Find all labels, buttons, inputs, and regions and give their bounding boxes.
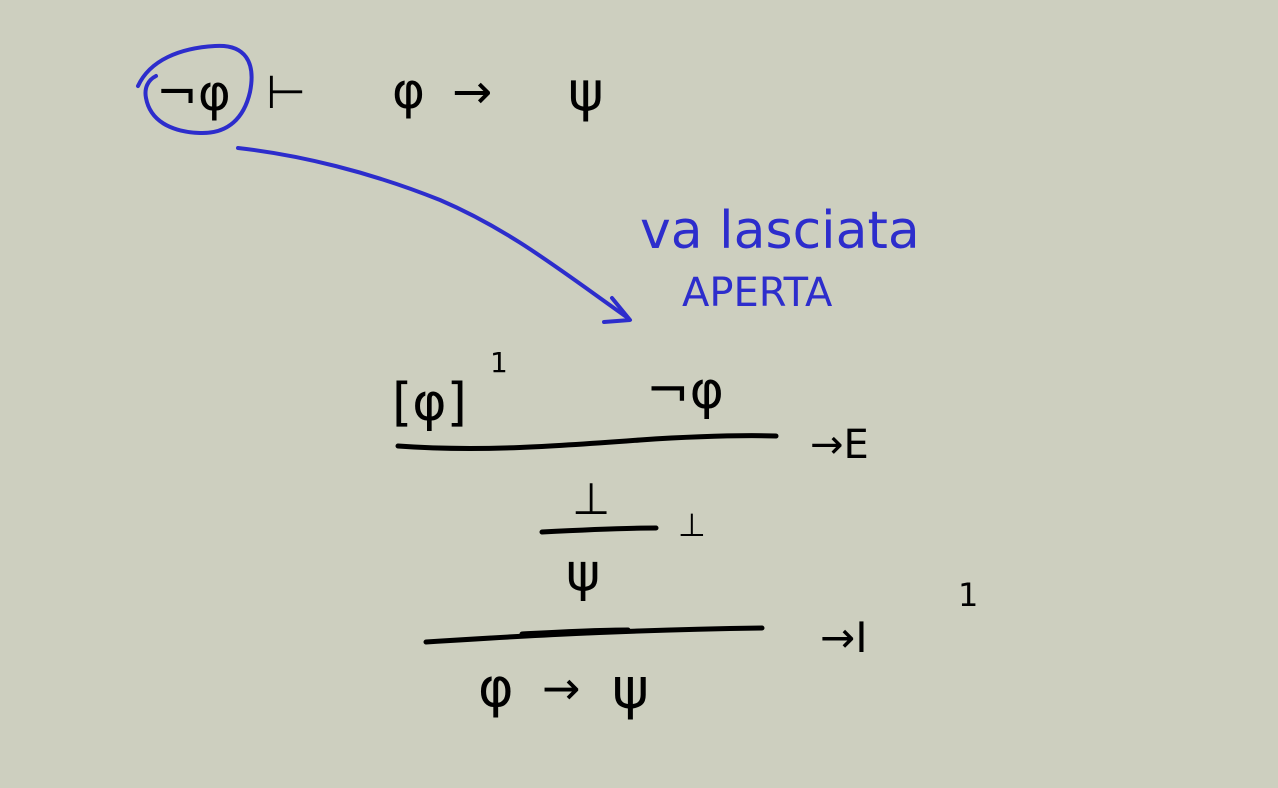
final-arrow: →	[542, 661, 581, 715]
note-line2: APERTA	[682, 270, 833, 316]
annotation-arrowhead	[602, 296, 632, 324]
inference-line-2	[539, 525, 659, 535]
note-line1: va lasciata	[640, 201, 920, 261]
rule-label-3: →I	[820, 613, 868, 662]
sequent-conclusion-right: ψ	[568, 60, 604, 123]
rule-label-1: →E	[810, 422, 869, 468]
final-right: ψ	[612, 657, 649, 722]
rule-label-2: ⊥	[678, 506, 706, 544]
sequent: ¬φ ⊢ φ → ψ	[156, 60, 604, 123]
proof-assumption: [φ]	[392, 373, 467, 433]
inference-line-3-overstroke	[519, 627, 631, 637]
final-left: φ	[478, 656, 514, 719]
highlight-circle	[136, 43, 254, 136]
proof-bottom: ⊥	[572, 474, 610, 525]
rule-label-3-discharge: 1	[958, 576, 978, 614]
annotation-arrow	[236, 146, 630, 320]
proof-neg-premise: ¬φ	[646, 361, 724, 421]
inference-line-1	[395, 433, 779, 451]
sequent-conclusion-left: φ	[392, 62, 425, 120]
proof-assumption-label: 1	[490, 346, 508, 379]
sequent-arrow: →	[452, 64, 492, 120]
proof-psi: ψ	[566, 543, 600, 603]
sequent-turnstile: ⊢	[266, 65, 306, 119]
proof-tree: [φ] 1 ¬φ →E ⊥ ⊥ ψ →I 1 φ → ψ	[392, 346, 978, 722]
sequent-premise: ¬φ	[156, 64, 231, 122]
